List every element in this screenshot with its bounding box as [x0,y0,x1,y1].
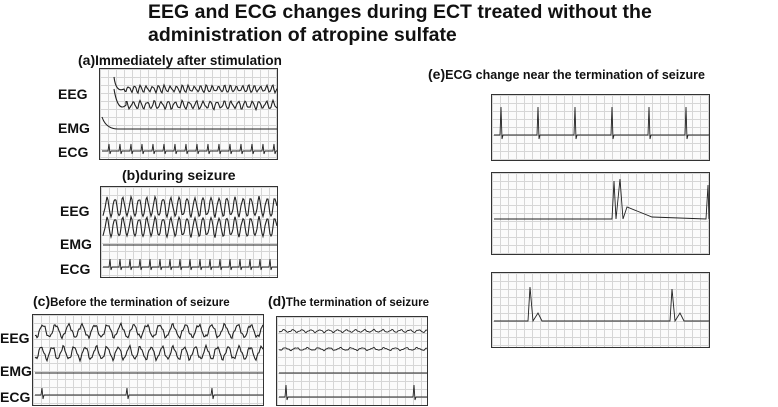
panel-e-ecg-strip-2 [491,172,710,255]
label-a-emg: EMG [58,120,90,136]
caption-e: (e)ECG change near the termination of se… [428,66,705,82]
panel-a-svg [101,76,277,155]
caption-c-text: Before the termination of seizure [50,297,230,309]
a-emg-trace [101,116,277,130]
label-b-emg: EMG [60,236,92,252]
label-b-ecg: ECG [60,261,91,277]
b-eeg-trace-1 [102,194,277,220]
panel-c-recording [32,314,264,406]
panel-c-svg [34,321,263,400]
c-eeg-trace-2 [34,343,263,363]
panel-e2-svg [494,178,709,220]
caption-a-text: Immediately after stimulation [95,53,282,68]
caption-e-letter: (e) [428,66,446,82]
caption-b-text: during seizure [139,167,236,183]
caption-a: (a)Immediately after stimulation [78,52,282,68]
caption-c-letter: (c) [33,293,51,309]
panel-b-svg [102,194,277,271]
panel-b-recording [100,186,278,278]
b-ecg-trace [103,258,277,271]
panel-e3-svg [494,286,709,323]
b-eeg-trace-2 [102,214,277,240]
e3-ecg-trace [494,286,709,323]
label-c-eeg: EEG [0,330,30,346]
panel-a-recording [99,68,278,160]
label-c-ecg: ECG [0,389,31,405]
panel-d-svg [278,328,427,401]
caption-b: (b)during seizure [122,167,236,183]
a-eeg-trace-2 [113,88,277,112]
caption-a-letter: (a) [78,52,96,68]
label-a-ecg: ECG [58,144,89,160]
e1-ecg-trace [494,106,709,140]
title-line-1: EEG and ECG changes during ECT treated w… [148,1,652,23]
figure-title: EEG and ECG changes during ECT treated w… [148,1,708,47]
d-eeg-trace-2 [278,346,427,352]
d-ecg-trace [279,384,427,401]
caption-c: (c)Before the termination of seizure [33,293,230,309]
a-eeg-trace-1 [113,76,277,95]
panel-d-recording [276,316,428,406]
caption-b-letter: (b) [122,167,140,183]
panel-e1-svg [494,106,709,140]
e2-ecg-trace [494,178,709,220]
c-eeg-trace-1 [34,321,263,340]
panel-e-ecg-strip-3 [491,272,710,348]
d-eeg-trace-1 [278,328,427,334]
label-c-emg: EMG [0,363,32,379]
caption-d-letter: (d) [268,293,286,309]
caption-d-text: The termination of seizure [285,297,430,309]
c-ecg-trace [35,387,263,400]
caption-e-text: ECG change near the termination of seizu… [445,68,705,82]
label-b-eeg: EEG [60,203,90,219]
caption-d: (d)The termination of seizure [268,293,429,309]
title-line-2: administration of atropine sulfate [148,24,457,46]
a-ecg-trace [102,143,277,155]
panel-e-ecg-strip-1 [491,94,710,161]
label-a-eeg: EEG [58,86,88,102]
